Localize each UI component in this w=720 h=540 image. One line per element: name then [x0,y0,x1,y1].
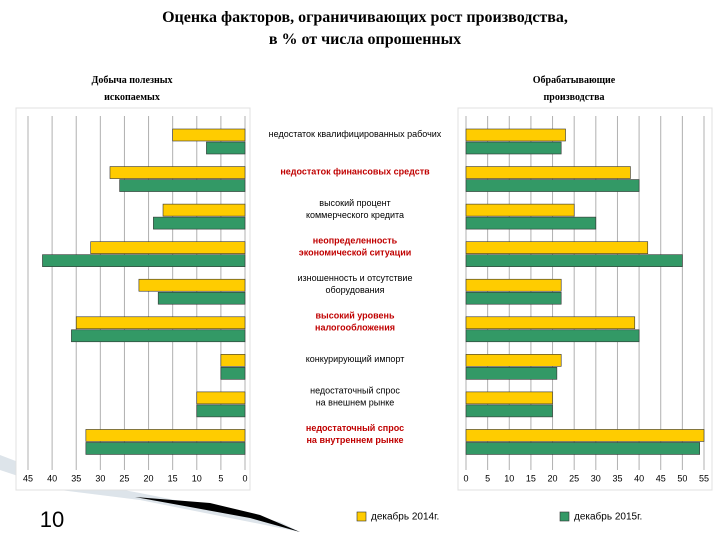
x-tick-label: 10 [192,473,202,483]
x-tick-label: 45 [656,473,666,483]
bar [465,404,553,418]
x-tick-label: 25 [569,473,579,483]
category-label: высокий уровень налогообложения [315,311,395,333]
category-label: конкурирующий импорт [306,354,405,364]
bar [85,429,246,442]
bar [162,203,246,217]
bar [138,278,246,292]
bar [465,241,649,254]
bar [465,128,566,142]
category-label: недостаток финансовых средств [280,167,430,177]
x-tick-label: 20 [144,473,154,483]
category-label: изношенность и отсутствие оборудования [298,273,413,295]
bar [465,316,636,330]
bar [42,254,246,267]
bar [465,254,683,267]
bar [465,203,575,217]
bar [465,329,640,343]
bar [465,367,558,380]
x-tick-label: 15 [168,473,178,483]
bar [75,316,246,330]
legend-label: декабрь 2014г. [371,511,439,523]
bar [196,404,246,418]
bar [157,291,246,305]
bar [85,442,246,455]
category-label: недостаток квалифицированных рабочих [269,129,442,139]
bar [465,179,640,192]
x-tick-label: 30 [591,473,601,483]
bar [109,166,246,179]
bar [153,216,246,230]
bar [465,141,562,155]
panel-title: Обрабатывающие производства [533,75,616,103]
bar [465,166,631,179]
bar [465,278,562,292]
bar [119,179,246,192]
x-tick-label: 35 [71,473,81,483]
x-tick-label: 0 [242,473,247,483]
x-tick-label: 55 [699,473,709,483]
bar [465,391,553,405]
bar [206,141,246,155]
x-tick-label: 35 [612,473,622,483]
x-tick-label: 15 [526,473,536,483]
x-tick-label: 10 [504,473,514,483]
x-tick-label: 20 [548,473,558,483]
bar [71,329,246,343]
legend-label: декабрь 2015г. [574,511,642,523]
x-tick-label: 5 [485,473,490,483]
x-tick-label: 30 [95,473,105,483]
panel-title: Добыча полезных ископаемых [91,75,172,103]
bar [465,429,705,442]
x-tick-label: 50 [677,473,687,483]
category-label: недостаточный спрос на внешнем рынке [310,386,400,408]
bar [220,367,246,380]
category-label: неопределенность экономической ситуации [299,236,412,258]
category-label: высокий процент коммерческого кредита [306,198,404,220]
x-tick-label: 45 [23,473,33,483]
bar [465,216,597,230]
bar [90,241,246,254]
bar [465,442,700,455]
legend-swatch [356,511,367,522]
bar [465,354,562,367]
x-tick-label: 40 [47,473,57,483]
page-number: 10 [40,507,64,532]
x-tick-label: 5 [218,473,223,483]
x-tick-label: 40 [634,473,644,483]
x-tick-label: 25 [119,473,129,483]
legend-swatch [559,511,570,522]
bar [220,354,246,367]
bar [172,128,246,142]
bar [465,291,562,305]
bar [196,391,246,405]
chart-title: Оценка факторов, ограничивающих рост про… [162,9,568,48]
x-tick-label: 0 [463,473,468,483]
category-label: недостаточный спрос на внутреннем рынке [306,424,404,446]
